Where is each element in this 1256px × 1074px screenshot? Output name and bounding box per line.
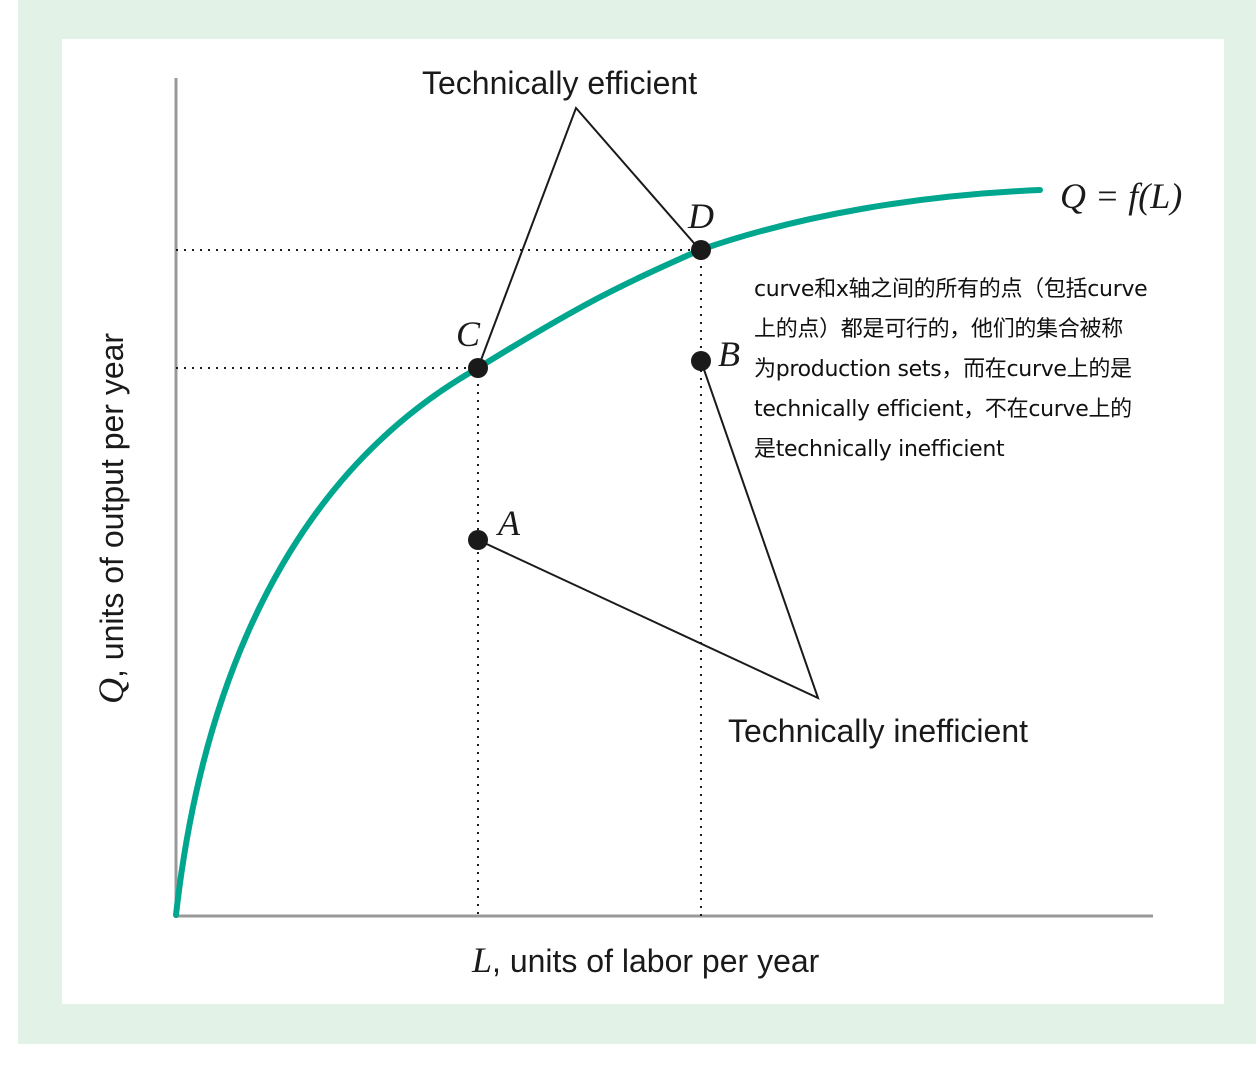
annotation-line: curve和x轴之间的所有的点（包括curve xyxy=(754,277,1148,302)
curve-label: Q = f(L) xyxy=(1060,176,1182,216)
annotation-line: 上的点）都是可行的，他们的集合被称 xyxy=(754,317,1123,342)
efficient-callout xyxy=(477,106,701,369)
y-axis-variable: Q xyxy=(91,678,131,704)
annotation-line: technically efficient，不在curve上的 xyxy=(754,397,1132,422)
point-a-label: A xyxy=(496,503,521,543)
inefficient-callout xyxy=(477,360,820,700)
point-a xyxy=(468,530,488,550)
annotation-line: 是technically inefficient xyxy=(754,437,1005,462)
technically-inefficient-label: Technically inefficient xyxy=(728,713,1028,749)
point-c-label: C xyxy=(456,314,481,354)
x-axis-variable: L xyxy=(471,940,492,980)
point-c xyxy=(468,358,488,378)
figure-panel xyxy=(62,39,1224,1004)
y-axis-label: Q, units of output per year xyxy=(91,333,131,704)
point-d xyxy=(691,240,711,260)
point-b xyxy=(691,351,711,371)
point-d-label: D xyxy=(687,196,714,236)
annotation-line: 为production sets，而在curve上的是 xyxy=(754,357,1132,382)
x-axis-text: , units of labor per year xyxy=(492,943,820,979)
technically-efficient-label: Technically efficient xyxy=(422,65,697,101)
annotation-note: curve和x轴之间的所有的点（包括curve 上的点）都是可行的，他们的集合被… xyxy=(754,270,1254,470)
y-axis-text: , units of output per year xyxy=(94,333,130,678)
production-curve xyxy=(173,187,1043,918)
point-b-label: B xyxy=(718,334,740,374)
x-axis-label: L, units of labor per year xyxy=(471,940,820,980)
